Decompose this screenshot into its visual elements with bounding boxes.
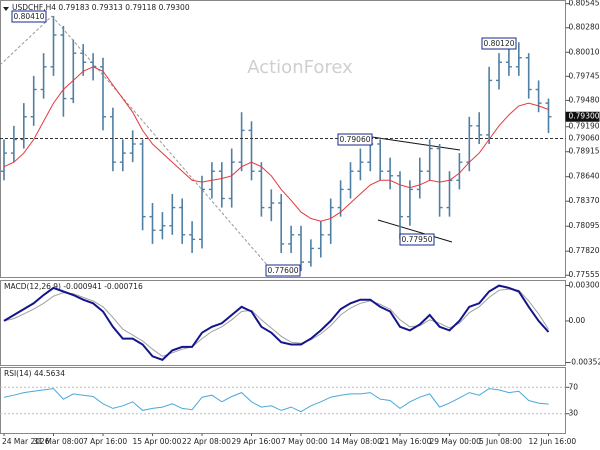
rsi-pane: [0, 367, 566, 434]
rsi-title: RSI(14) 44.5634: [4, 369, 65, 378]
x-tick-label: 29 Apr 16:00: [232, 437, 281, 446]
annotation: 0.80410: [13, 12, 44, 21]
annotations: 0.80410 0.79060 0.80120 0.77950 0.77600: [11, 10, 517, 277]
y-tick-label: 0.79480: [569, 95, 600, 104]
annotation-box: [337, 133, 373, 146]
y-tick-label: 0.77555: [569, 270, 600, 279]
y-tick-label: -0.003528: [569, 358, 600, 367]
last-price-label: 0.79300: [569, 112, 600, 121]
x-tick-label: 5 Jun 08:00: [479, 437, 522, 446]
y-tick-label: 70: [569, 382, 579, 391]
watermark: ActionForex: [247, 57, 353, 78]
y-tick-label: 0.78915: [569, 147, 600, 156]
moving-average: [3, 66, 549, 222]
annotation: 0.77600: [267, 266, 298, 275]
y-tick-label: 0.78370: [569, 196, 600, 205]
x-tick-label: 21 May 16:00: [380, 437, 432, 446]
y-tick-label: 0.00: [569, 316, 586, 325]
signal-line: [3, 288, 549, 357]
y-tick-label: 0.80010: [569, 47, 600, 56]
y-tick-label: 0.80280: [569, 23, 600, 32]
annotation-box: [11, 10, 47, 23]
trend-line: [51, 15, 269, 267]
x-tick-label: 24 Mar 2026: [2, 437, 50, 446]
x-tick-label: 7 Apr 16:00: [83, 437, 127, 446]
dropdown-icon: [3, 7, 9, 11]
x-tick-label: 7 May 00:00: [281, 437, 328, 446]
chart-title: USDCHF,H4 0.79183 0.79313 0.79118 0.7930…: [12, 3, 190, 12]
annotation: 0.79060: [339, 135, 370, 144]
level-label: 0.79060: [569, 134, 600, 143]
y-tick-label: 0.79190: [569, 122, 600, 131]
trend-line: [0, 15, 53, 66]
last-price-box: [565, 111, 600, 122]
y-tick-label: 0.79745: [569, 71, 600, 80]
annotation-box: [399, 233, 435, 246]
rsi-line: [3, 388, 549, 413]
channel-line: [371, 136, 461, 151]
x-tick-label: 29 May 00:00: [430, 437, 482, 446]
annotation-box: [265, 264, 301, 277]
y-tick-label: 0.78640: [569, 172, 600, 181]
macd-pane: [0, 280, 566, 366]
x-tick-label: 14 May 08:00: [331, 437, 383, 446]
x-tick-label: 15 Apr 00:00: [133, 437, 182, 446]
y-tick-label: 0.77820: [569, 246, 600, 255]
y-tick-label: 0.003009: [569, 280, 600, 289]
x-tick-label: 22 Apr 08:00: [182, 437, 231, 446]
x-tick-label: 12 Jun 16:00: [529, 437, 577, 446]
annotation: 0.80120: [483, 39, 514, 48]
annotation: 0.77950: [401, 235, 432, 244]
macd-title: MACD(12,26,9) -0.000941 -0.000716: [4, 282, 143, 291]
x-tick-label: 31 Mar 08:00: [34, 437, 84, 446]
y-tick-label: 0.80545: [569, 0, 600, 8]
macd-line: [3, 284, 550, 361]
y-tick-label: 0.78095: [569, 221, 600, 230]
y-tick-label: 30: [569, 409, 579, 418]
channel-line: [377, 219, 453, 243]
annotation-box: [481, 37, 517, 50]
